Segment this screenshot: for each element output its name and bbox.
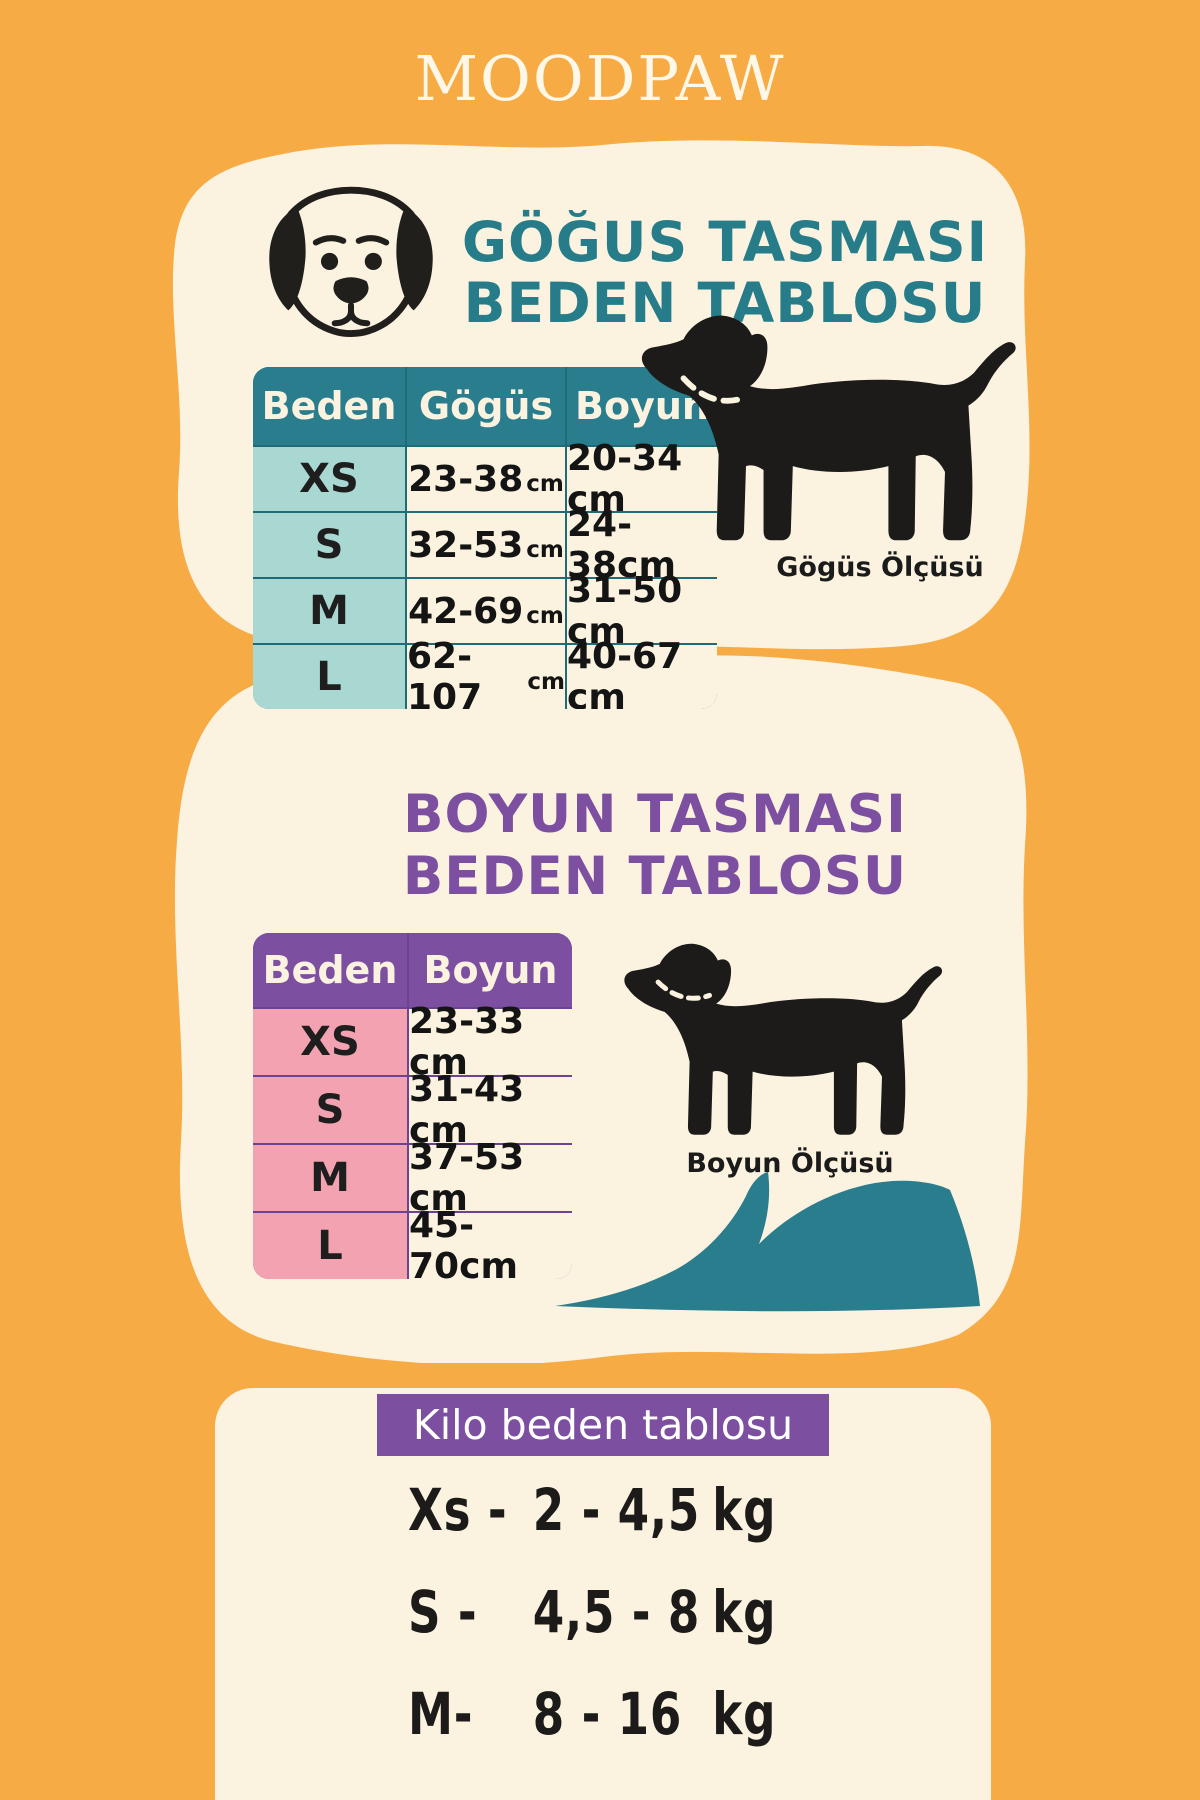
weight-range: 8 - 16	[532, 1680, 683, 1748]
collar-section-title: BOYUN TASMASI BEDEN TABLOSU	[330, 784, 980, 908]
dog-silhouette-neck-icon	[624, 943, 943, 1135]
collar-size-table: Beden Boyun XS 23-33 cm S 31-43 cm M 37-…	[253, 933, 572, 1279]
chest-unit: cm	[526, 603, 564, 629]
collar-row-s-size: S	[253, 1077, 407, 1143]
harness-row-m-chest: 42-69 cm	[407, 579, 565, 643]
harness-row-l-neck: 40-67 cm	[567, 636, 717, 709]
harness-section-title: GÖĞUS TASMASI BEDEN TABLOSU	[430, 212, 1020, 334]
harness-row-l-size: L	[253, 645, 405, 709]
dog-silhouette-chest-icon	[641, 315, 1016, 541]
brand-logo: MOODPAW	[414, 42, 786, 115]
chest-range: 23-38	[408, 458, 524, 500]
harness-size-table: Beden Gögüs Boyun XS 23-38 cm 20-34 cm S …	[253, 367, 717, 709]
weight-range: 4,5 - 8	[532, 1578, 701, 1646]
weight-size-label: S -	[408, 1578, 478, 1646]
neck-measure-label: Boyun Ölçüsü	[686, 1148, 894, 1179]
weight-range: 2 - 4,5	[532, 1476, 701, 1544]
chest-range: 32-53	[408, 524, 524, 566]
collar-row-s-neck: 31-43 cm	[409, 1069, 572, 1151]
weight-card: Kilo beden tablosu Xs - 2 - 4,5 kg S - 4…	[215, 1388, 991, 1800]
weight-unit: kg	[712, 1680, 777, 1748]
chest-unit: cm	[527, 669, 565, 695]
weight-row-xs: Xs - 2 - 4,5 kg	[408, 1474, 798, 1546]
collar-table-header-size: Beden	[253, 933, 407, 1007]
collar-row-m-neck: 37-53 cm	[409, 1137, 572, 1219]
weight-unit: kg	[712, 1578, 777, 1646]
harness-row-m-neck: 31-50 cm	[567, 570, 717, 652]
dog-head-icon	[269, 186, 433, 337]
collar-row-l-neck: 45-70cm	[409, 1205, 572, 1279]
weight-size-label: M-	[408, 1680, 474, 1748]
harness-title-line1: GÖĞUS TASMASI	[461, 210, 989, 274]
weight-table-title: Kilo beden tablosu	[377, 1394, 829, 1456]
chest-unit: cm	[526, 537, 564, 563]
collar-row-l-size: L	[253, 1213, 407, 1279]
wave-icon	[555, 1172, 980, 1312]
harness-row-xs-size: XS	[253, 447, 405, 511]
chest-unit: cm	[526, 471, 564, 497]
collar-row-xs-size: XS	[253, 1009, 407, 1075]
harness-row-xs-chest: 23-38 cm	[407, 447, 565, 511]
harness-row-s-chest: 32-53 cm	[407, 513, 565, 577]
harness-table-header-size: Beden	[253, 367, 405, 445]
chest-range: 42-69	[408, 590, 524, 632]
collar-title-line2: BEDEN TABLOSU	[402, 846, 908, 907]
collar-table-header-neck: Boyun	[409, 933, 572, 1007]
harness-row-m-size: M	[253, 579, 405, 643]
weight-row-s: S - 4,5 - 8 kg	[408, 1576, 798, 1648]
weight-row-m: M- 8 - 16 kg	[408, 1678, 798, 1750]
collar-row-xs-neck: 23-33 cm	[409, 1001, 572, 1083]
harness-row-s-size: S	[253, 513, 405, 577]
collar-title-line1: BOYUN TASMASI	[403, 784, 907, 845]
collar-row-m-size: M	[253, 1145, 407, 1211]
harness-row-l-chest: 62-107 cm	[407, 636, 565, 709]
harness-table-header-chest: Gögüs	[407, 367, 565, 445]
chest-range: 62-107	[407, 636, 483, 709]
weight-unit: kg	[712, 1476, 777, 1544]
weight-size-label: Xs -	[408, 1476, 508, 1544]
chest-measure-label: Gögüs Ölçüsü	[776, 552, 984, 583]
